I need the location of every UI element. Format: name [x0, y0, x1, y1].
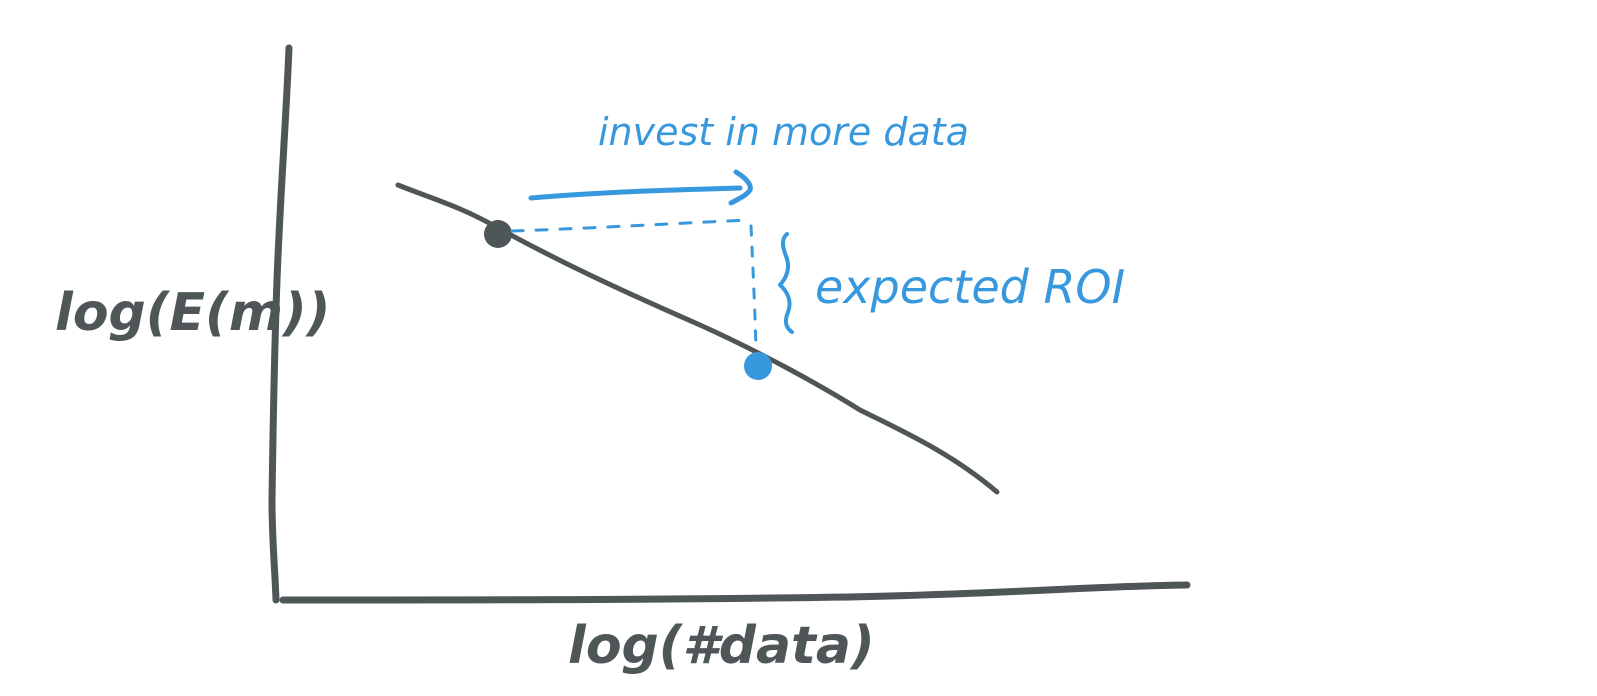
x-axis-label: log(#data)	[568, 616, 875, 676]
curly-brace-icon	[778, 232, 794, 334]
dashed-vertical-line	[749, 224, 758, 352]
y-axis-line	[268, 44, 293, 604]
right-arrow-icon	[528, 169, 753, 206]
roi-annotation: expected ROI	[815, 260, 1125, 314]
x-axis-line	[279, 581, 1191, 604]
y-axis-label: log(E(m))	[55, 283, 331, 343]
invest-annotation: invest in more data	[598, 110, 969, 154]
error-curve	[395, 182, 1000, 495]
new-point	[744, 352, 772, 380]
current-point	[484, 220, 512, 248]
dashed-horizontal-line	[510, 218, 752, 233]
